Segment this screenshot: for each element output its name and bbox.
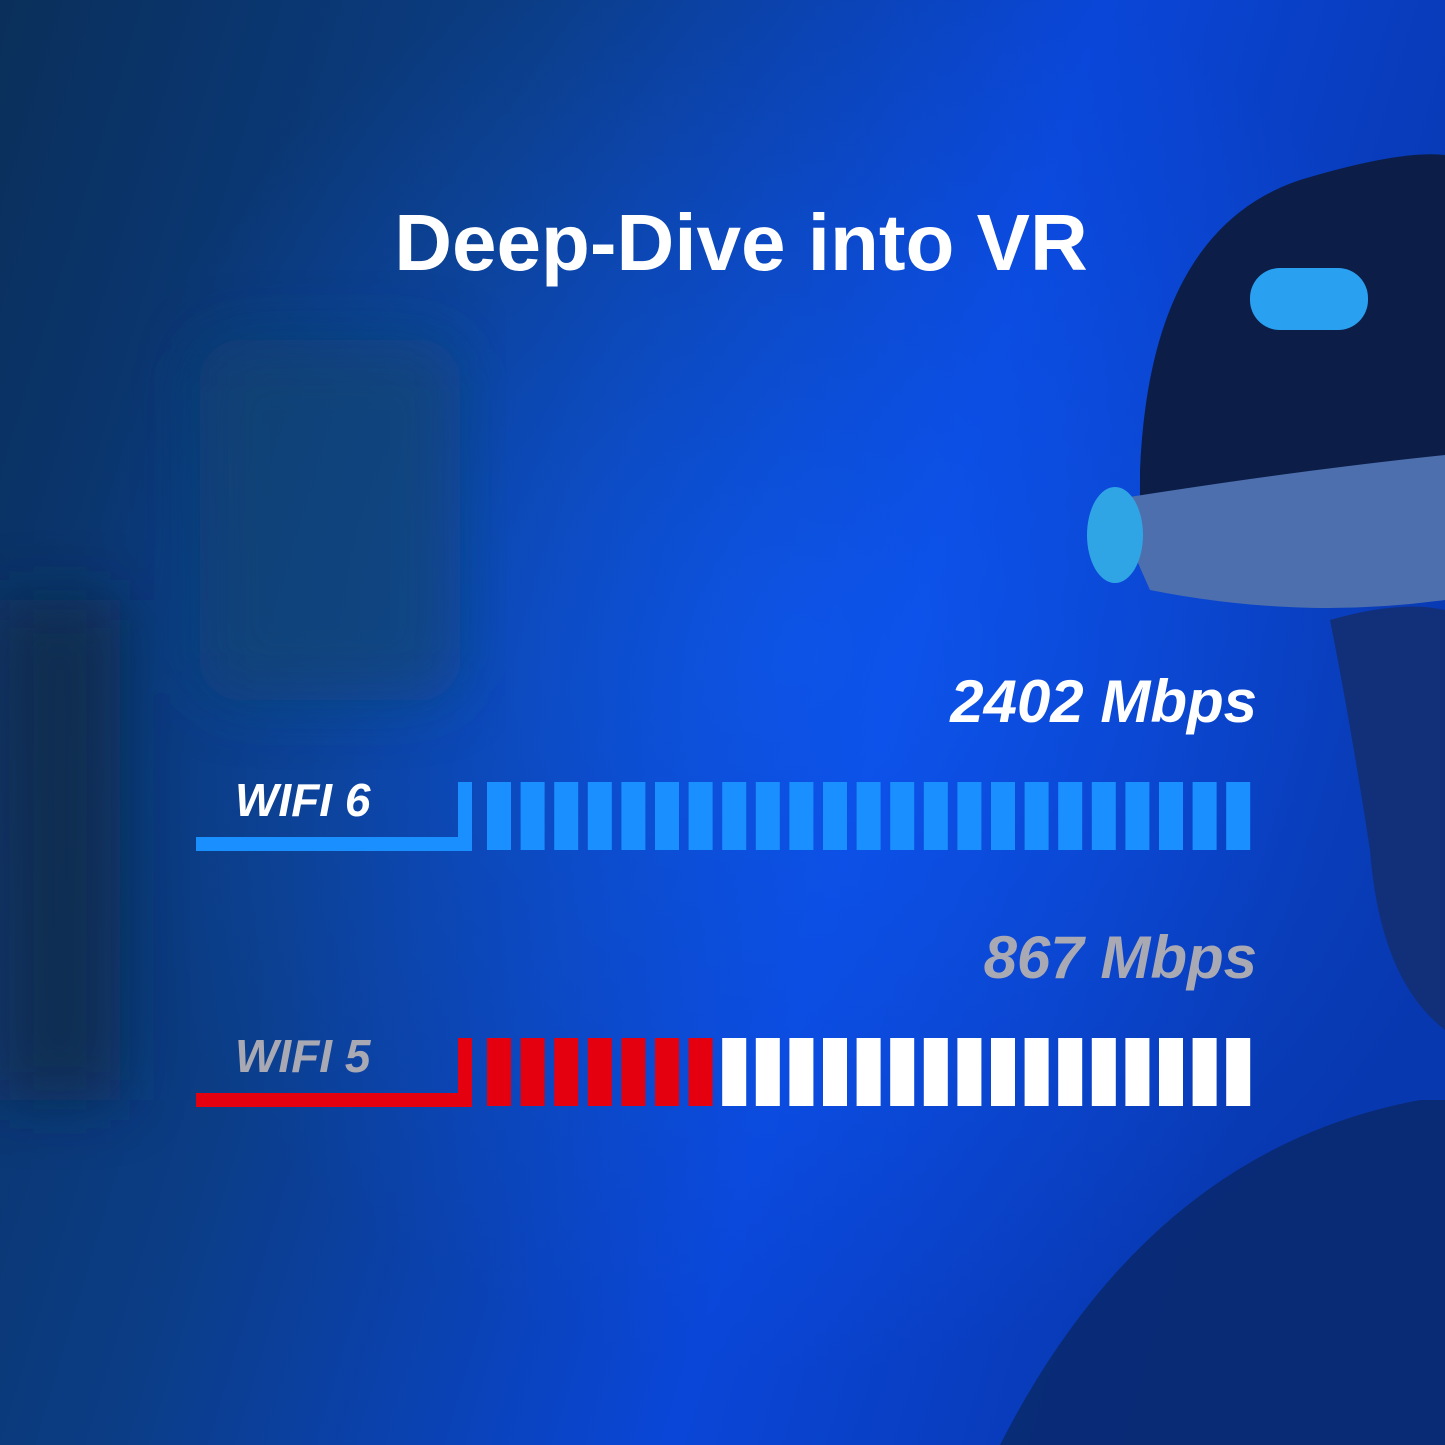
speed-segment bbox=[1091, 782, 1116, 850]
speed-segment bbox=[487, 782, 511, 850]
vr-person bbox=[1000, 154, 1445, 1445]
speed-segment bbox=[722, 1038, 747, 1106]
speed-segment bbox=[1159, 1038, 1183, 1106]
speed-segment bbox=[1024, 1038, 1049, 1106]
speed-segment bbox=[520, 782, 545, 850]
speed-label: 2402 Mbps bbox=[949, 668, 1257, 735]
speed-segment bbox=[688, 1038, 713, 1106]
bracket-line bbox=[196, 782, 472, 851]
title: Deep-Dive into VR bbox=[394, 198, 1087, 287]
speed-label: 867 Mbps bbox=[984, 924, 1257, 991]
speed-segment bbox=[655, 1038, 679, 1106]
bracket-line bbox=[196, 1038, 472, 1107]
speed-segment bbox=[991, 782, 1015, 850]
speed-segment bbox=[755, 1038, 780, 1106]
blurred-backdrop bbox=[0, 340, 460, 1100]
speed-segment bbox=[554, 782, 579, 850]
speed-segment bbox=[1024, 782, 1049, 850]
speed-segment bbox=[923, 1038, 948, 1106]
speed-segment bbox=[1192, 782, 1217, 850]
speed-segment bbox=[587, 782, 612, 850]
speed-segment bbox=[1226, 782, 1251, 850]
speed-segment bbox=[1192, 1038, 1217, 1106]
speed-segment bbox=[487, 1038, 511, 1106]
speed-segment bbox=[890, 1038, 915, 1106]
speed-segment bbox=[789, 1038, 814, 1106]
row-label: WIFI 5 bbox=[235, 1030, 372, 1082]
speed-segment bbox=[587, 1038, 612, 1106]
speed-segment bbox=[923, 782, 948, 850]
speed-segment bbox=[655, 782, 679, 850]
speed-segment bbox=[621, 782, 646, 850]
speed-segment bbox=[688, 782, 713, 850]
speed-segment bbox=[520, 1038, 545, 1106]
speed-segment bbox=[1091, 1038, 1116, 1106]
speed-segment bbox=[856, 782, 881, 850]
speed-segment bbox=[1226, 1038, 1251, 1106]
speed-segment bbox=[789, 782, 814, 850]
comparison: 2402 Mbps WIFI 6 867 Mbps WIFI 5 bbox=[196, 668, 1257, 1107]
speed-segment bbox=[823, 782, 847, 850]
speed-segment bbox=[1125, 782, 1150, 850]
speed-segment bbox=[755, 782, 780, 850]
speed-segment bbox=[1125, 1038, 1150, 1106]
speed-segment bbox=[1058, 1038, 1083, 1106]
speed-segment bbox=[890, 782, 915, 850]
speed-segment bbox=[991, 1038, 1015, 1106]
speed-segment bbox=[957, 1038, 982, 1106]
row-label: WIFI 6 bbox=[235, 774, 371, 826]
speed-segment bbox=[621, 1038, 646, 1106]
speed-segment bbox=[1058, 782, 1083, 850]
speed-segment bbox=[823, 1038, 847, 1106]
speed-segment bbox=[957, 782, 982, 850]
speed-segment bbox=[856, 1038, 881, 1106]
speed-segment bbox=[722, 782, 747, 850]
speed-segment bbox=[1159, 782, 1183, 850]
speed-segment bbox=[554, 1038, 579, 1106]
